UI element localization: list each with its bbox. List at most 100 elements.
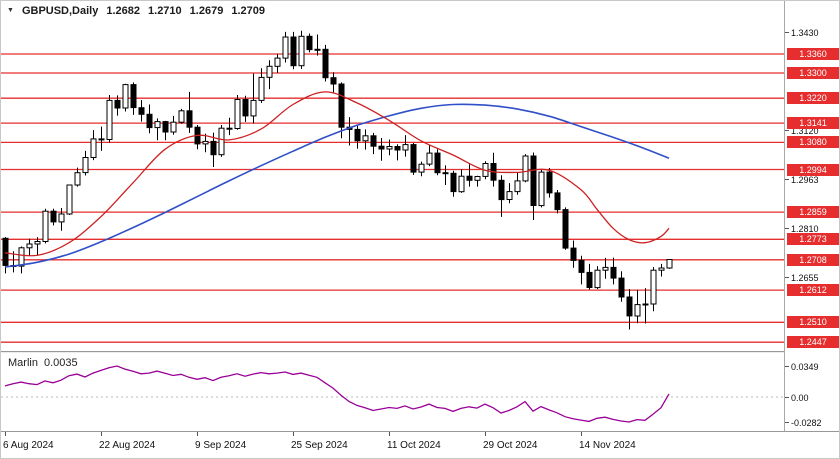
- candle-body-up: [266, 65, 273, 78]
- time-axis-label: 11 Oct 2024: [387, 440, 441, 451]
- candle-body-down: [442, 172, 449, 175]
- time-axis-label: 14 Nov 2024: [579, 440, 636, 451]
- candle-body-up: [274, 57, 281, 67]
- quote-open: 1.2682: [106, 5, 141, 17]
- indicator-axis-label: 0.0349: [791, 362, 819, 372]
- time-axis-label: 29 Oct 2024: [483, 440, 538, 451]
- candle-body-down: [2, 237, 9, 266]
- moving-average-blue-line[interactable]: [4, 103, 670, 268]
- time-axis-tick: [389, 432, 390, 436]
- indicator-axis-tick: [785, 397, 789, 398]
- quote-close: 1.2709: [231, 5, 265, 17]
- price-axis-tick: [785, 277, 789, 278]
- symbol-timeframe-label: GBPUSD,Daily: [21, 5, 99, 17]
- candle-body-up: [658, 267, 665, 271]
- time-axis-label: 25 Sep 2024: [291, 440, 348, 451]
- candle-body-up: [178, 110, 185, 123]
- candle-body-down: [530, 155, 537, 206]
- quote-high: 1.2710: [148, 5, 182, 17]
- quote-low: 1.2679: [189, 5, 224, 17]
- candle-body-up: [522, 155, 529, 182]
- price-level-badge: 1.2447: [787, 336, 839, 348]
- candle-body-down: [554, 192, 561, 211]
- candle-body-up: [594, 269, 601, 289]
- candle-body-up: [666, 259, 673, 269]
- price-level-badge: 1.2859: [787, 206, 839, 218]
- candle-body-up: [26, 243, 33, 249]
- symbol-dropdown-icon[interactable]: ▼: [7, 6, 14, 14]
- candle-body-down: [162, 121, 169, 133]
- price-axis[interactable]: 1.3430 1.3120 1.2963 1.2810 1.2655 1.3360 1.33…: [784, 1, 839, 431]
- candle-body-up: [282, 36, 289, 59]
- candle-body-down: [290, 36, 297, 67]
- candle-body-down: [186, 110, 193, 128]
- candle-body-down: [434, 152, 441, 174]
- candle-body-up: [314, 48, 321, 51]
- candle-body-up: [42, 210, 49, 242]
- candle-body-down: [354, 128, 361, 142]
- candle-body-down: [370, 135, 377, 147]
- pane-separator[interactable]: [1, 351, 839, 353]
- indicator-name: Marlin: [8, 357, 38, 369]
- candle-body-down: [322, 48, 329, 79]
- candle-body-down: [450, 172, 457, 193]
- candle-body-down: [586, 271, 593, 288]
- moving-average-red-line[interactable]: [4, 91, 670, 257]
- indicator-value: 0.0035: [43, 357, 78, 369]
- price-level-badge: 1.3220: [787, 92, 839, 104]
- candle-body-up: [122, 84, 129, 109]
- candle-body-down: [546, 171, 553, 194]
- price-level-badge: 1.3141: [787, 117, 839, 129]
- price-level-badge: 1.3360: [787, 48, 839, 60]
- candle-body-down: [578, 259, 585, 273]
- price-level-badge: 1.2612: [787, 284, 839, 296]
- time-axis[interactable]: 6 Aug 2024 22 Aug 2024 9 Sep 2024 25 Sep 20…: [1, 431, 839, 458]
- chart-title-bar: ▼ GBPUSD,Daily 1.2682 1.2710 1.2679 1.27…: [7, 5, 265, 17]
- indicator-axis-label: -0.0282: [791, 418, 822, 428]
- time-axis-label: 6 Aug 2024: [3, 440, 54, 451]
- time-axis-tick: [293, 432, 294, 436]
- candle-body-down: [378, 145, 385, 150]
- main-chart-canvas[interactable]: [1, 1, 784, 351]
- candle-body-up: [386, 146, 393, 150]
- candle-body-down: [330, 77, 337, 85]
- candle-body-down: [242, 99, 249, 117]
- candle-body-down: [146, 113, 153, 129]
- price-level-badge: 1.2708: [787, 254, 839, 266]
- candle-body-down: [618, 277, 625, 298]
- candle-body-down: [338, 83, 345, 128]
- candle-body-up: [506, 191, 513, 201]
- candle-body-up: [418, 163, 425, 173]
- candle-body-down: [138, 107, 145, 115]
- candle-body-up: [74, 172, 81, 186]
- price-axis-tick: [785, 228, 789, 229]
- time-axis-tick: [581, 432, 582, 436]
- candle-body-up: [218, 127, 225, 156]
- candle-body-up: [106, 99, 113, 140]
- candle-body-up: [82, 157, 89, 174]
- candle-body-up: [58, 213, 65, 223]
- price-level-badge: 1.3300: [787, 67, 839, 79]
- candle-body-down: [498, 179, 505, 201]
- price-level-badge: 1.3080: [787, 136, 839, 148]
- indicator-axis-tick: [785, 366, 789, 367]
- candle-body-down: [570, 247, 577, 261]
- candle-body-up: [34, 241, 41, 245]
- indicator-canvas[interactable]: [1, 353, 784, 431]
- time-axis-label: 22 Aug 2024: [99, 440, 156, 451]
- candle-body-down: [610, 266, 617, 279]
- candle-body-down: [466, 175, 473, 181]
- candle-body-up: [234, 99, 241, 129]
- candle-body-down: [50, 210, 57, 223]
- price-level-badge: 1.2510: [787, 316, 839, 328]
- candle-body-up: [154, 121, 161, 129]
- candle-body-down: [306, 35, 313, 51]
- price-axis-tick: [785, 130, 789, 131]
- candle-body-down: [130, 84, 137, 109]
- price-axis-label: 1.3120: [791, 126, 819, 136]
- time-axis-label: 9 Sep 2024: [195, 440, 247, 451]
- marlin-indicator-line[interactable]: [4, 365, 670, 423]
- candle-body-down: [562, 209, 569, 249]
- price-axis-label: 1.2655: [791, 273, 819, 283]
- candle-body-down: [98, 138, 105, 141]
